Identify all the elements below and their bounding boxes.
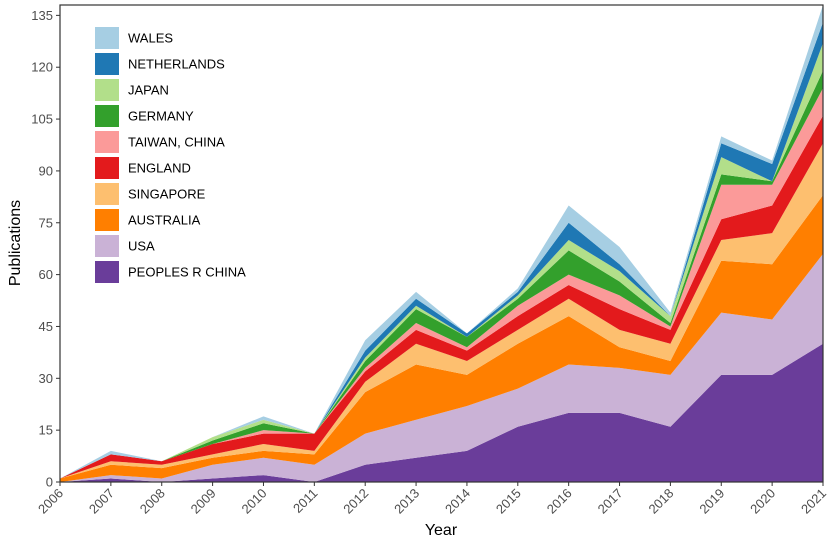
legend-key-wales [95, 27, 119, 49]
y-tick-label-45: 45 [39, 319, 53, 334]
x-tick-label-2017: 2017 [595, 486, 626, 517]
legend-label-japan: JAPAN [128, 83, 169, 98]
area-usa [60, 253, 823, 482]
legend-label-australia: AUSTRALIA [128, 213, 201, 228]
y-tick-label-90: 90 [39, 163, 53, 178]
legend-key-usa [95, 235, 119, 257]
x-tick-label-2012: 2012 [340, 486, 371, 517]
x-tick-label-2006: 2006 [35, 486, 66, 517]
legend-label-usa: USA [128, 239, 155, 254]
legend-key-netherlands [95, 53, 119, 75]
y-tick-label-75: 75 [39, 215, 53, 230]
legend-label-wales: WALES [128, 31, 173, 46]
legend-label-singapore: SINGAPORE [128, 187, 206, 202]
legend-key-singapore [95, 183, 119, 205]
x-tick-label-2010: 2010 [239, 486, 270, 517]
x-tick-label-2016: 2016 [544, 486, 575, 517]
x-tick-label-2013: 2013 [391, 486, 422, 517]
y-tick-label-15: 15 [39, 423, 53, 438]
legend-label-england: ENGLAND [128, 161, 191, 176]
legend: WALES NETHERLANDS JAPAN GERMANY TAIWAN, CHIN… [95, 27, 246, 283]
area-layers [60, 5, 823, 483]
legend-key-peoples-r-china [95, 261, 119, 283]
y-tick-label-120: 120 [31, 60, 53, 75]
y-tick-label-60: 60 [39, 267, 53, 282]
legend-key-japan [95, 79, 119, 101]
x-tick-label-2019: 2019 [696, 486, 727, 517]
y-tick-label-0: 0 [46, 475, 53, 490]
y-tick-label-135: 135 [31, 8, 53, 23]
x-tick-label-2014: 2014 [442, 486, 473, 517]
y-tick-label-30: 30 [39, 371, 53, 386]
y-tick-label-105: 105 [31, 112, 53, 127]
legend-key-taiwan-china [95, 131, 119, 153]
x-tick-label-2018: 2018 [645, 486, 676, 517]
legend-label-netherlands: NETHERLANDS [128, 57, 225, 72]
plot-panel-border [59, 4, 824, 483]
area-peoples-r-china [60, 343, 823, 482]
legend-key-australia [95, 209, 119, 231]
x-axis-title: Year [425, 522, 458, 539]
x-tick-label-2021: 2021 [798, 486, 829, 517]
y-axis-title: Publications [7, 200, 24, 286]
x-axis: 2006 2007 2008 2009 2010 2011 2012 2013 2014 2015… [35, 482, 829, 517]
x-tick-label-2007: 2007 [86, 486, 117, 517]
x-tick-label-2008: 2008 [137, 486, 168, 517]
legend-key-germany [95, 105, 119, 127]
x-tick-label-2020: 2020 [747, 486, 778, 517]
legend-label-peoples-r-china: PEOPLES R CHINA [128, 265, 246, 280]
x-tick-label-2011: 2011 [290, 486, 320, 516]
y-axis: 0 15 30 45 60 75 90 105 120 135 [31, 8, 60, 490]
legend-key-england [95, 157, 119, 179]
legend-label-taiwan-china: TAIWAN, CHINA [128, 135, 225, 150]
x-tick-label-2009: 2009 [188, 486, 219, 517]
legend-label-germany: GERMANY [128, 109, 194, 124]
x-tick-label-2015: 2015 [493, 486, 524, 517]
